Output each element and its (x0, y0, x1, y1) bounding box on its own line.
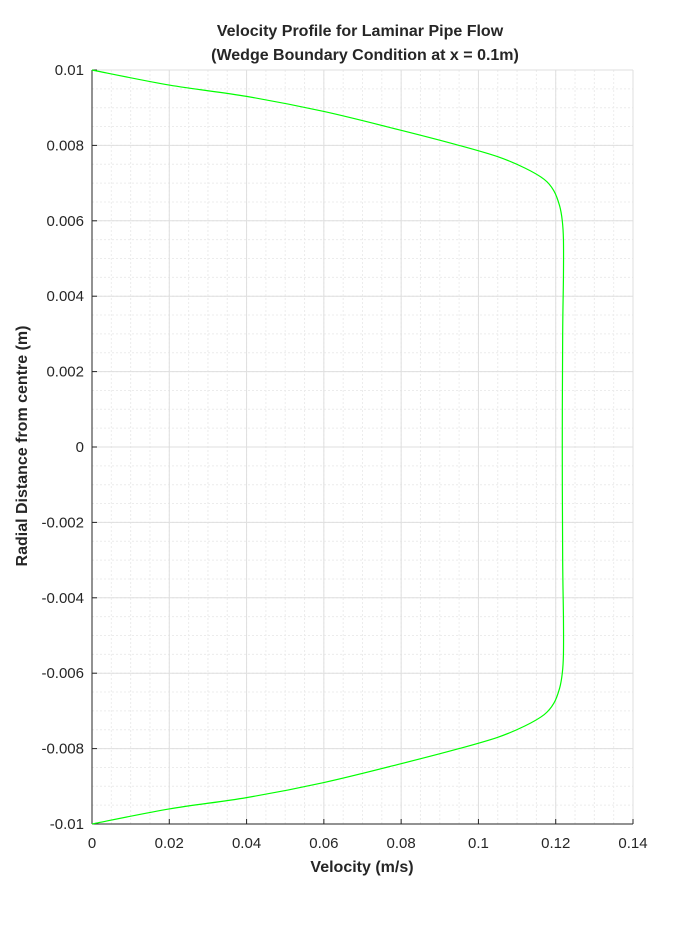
x-tick-label: 0.1 (468, 835, 489, 852)
y-tick-label: -0.004 (41, 590, 84, 607)
y-tick-label: 0.01 (55, 62, 84, 79)
y-tick-label: 0.006 (46, 213, 84, 230)
y-tick-label: -0.006 (41, 665, 84, 682)
y-tick-label: -0.002 (41, 514, 84, 531)
chart-subtitle: (Wedge Boundary Condition at x = 0.1m) (211, 47, 519, 64)
x-tick-label: 0.02 (155, 835, 184, 852)
series-layer (91, 69, 565, 825)
x-tick-label: 0 (88, 835, 96, 852)
x-tick-label: 0.14 (618, 835, 647, 852)
y-axis-label: Radial Distance from centre (m) (14, 326, 31, 567)
x-axis-label: Velocity (m/s) (310, 859, 413, 876)
x-tick-labels: 0 0.02 0.04 0.06 0.08 0.1 0.12 0.14 (88, 835, 648, 852)
x-tick-label: 0.04 (232, 835, 261, 852)
series-line-0 (91, 69, 565, 825)
y-tick-label: 0.004 (46, 288, 84, 305)
x-tick-label: 0.08 (387, 835, 416, 852)
y-tick-label: -0.008 (41, 741, 84, 758)
chart-title: Velocity Profile for Laminar Pipe Flow (217, 23, 504, 40)
y-tick-label: -0.01 (50, 816, 84, 833)
x-tick-label: 0.06 (309, 835, 338, 852)
y-tick-label: 0.002 (46, 364, 84, 381)
y-tick-label: 0.008 (46, 137, 84, 154)
y-tick-labels: 0.01 0.008 0.006 0.004 0.002 0 -0.002 -0.004 -0.… (41, 62, 84, 833)
x-tick-label: 0.12 (541, 835, 570, 852)
y-tick-label: 0 (76, 439, 84, 456)
